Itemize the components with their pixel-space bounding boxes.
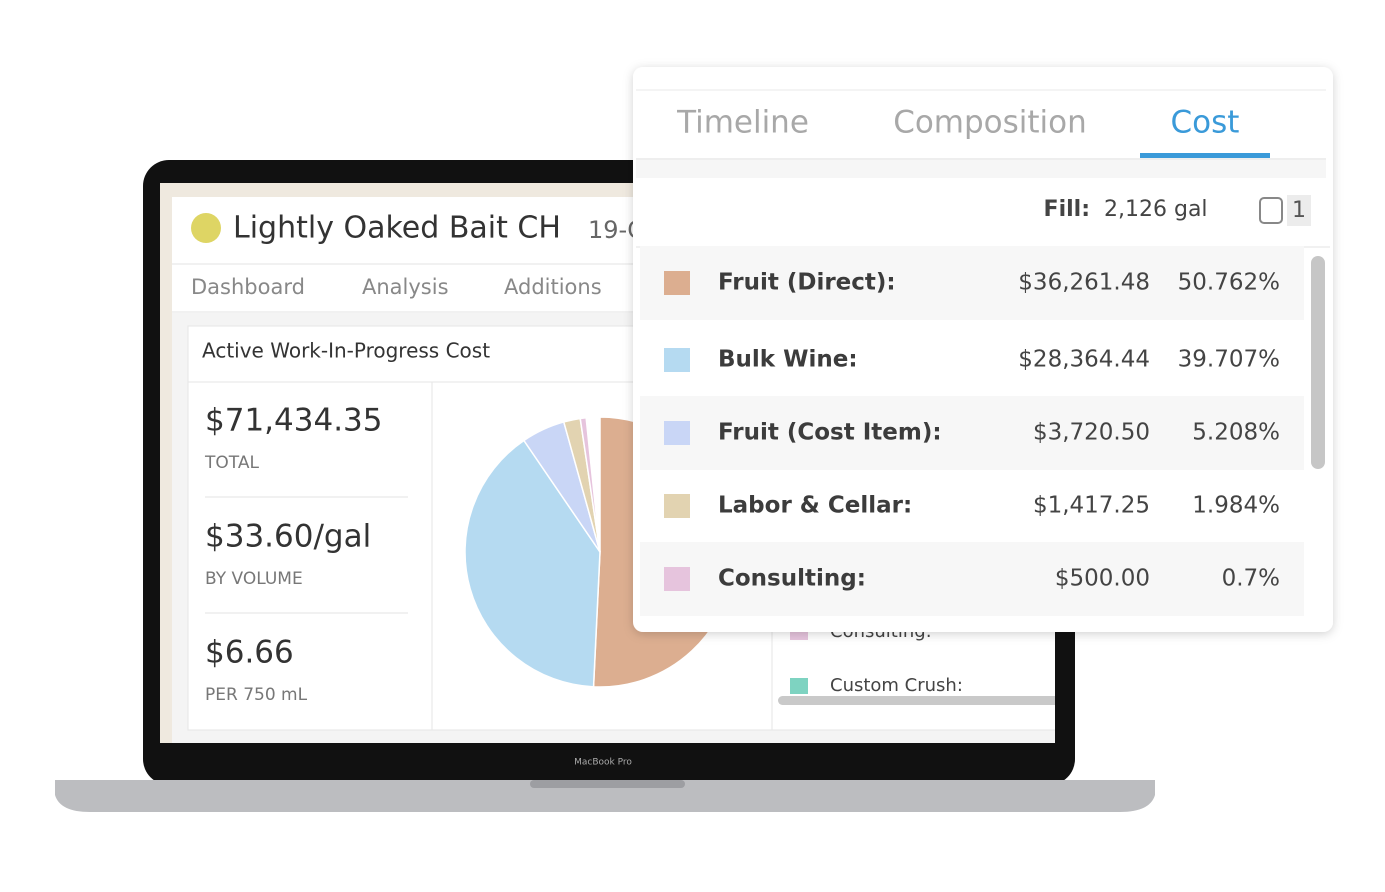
legend-swatch (790, 678, 808, 694)
nav-tab[interactable]: Analysis (362, 275, 449, 299)
row-share: 1.984% (1192, 493, 1280, 519)
popup-bg (633, 67, 1333, 632)
panel-tab[interactable]: Timeline (676, 105, 809, 141)
fill-label: Fill: (1044, 197, 1090, 222)
vessel-icon (1259, 197, 1283, 224)
row-swatch (664, 494, 690, 518)
popup-band (636, 160, 1326, 178)
row-label: Fruit (Cost Item): (718, 420, 942, 446)
vessel-count-bg (1287, 195, 1311, 226)
legend-label: Custom Crush: (830, 675, 963, 696)
cost-popup: Fill: 2,126 gal 1 Timeline Composition Cos… (633, 67, 1333, 632)
lot-title: Lightly Oaked Bait CH (233, 211, 561, 246)
row-label: Bulk Wine: (718, 347, 858, 373)
row-share: 5.208% (1192, 420, 1280, 446)
pie-slice (579, 416, 601, 553)
row-bg (640, 542, 1304, 616)
panel-tab[interactable]: Cost (1171, 105, 1240, 141)
row-bg (640, 396, 1304, 470)
row-amount: $3,720.50 (1033, 420, 1150, 446)
row-amount: $500.00 (1055, 566, 1150, 592)
scrollbar[interactable] (1311, 256, 1325, 469)
stat-value: $71,434.35 (205, 403, 383, 439)
pie-slice (464, 439, 601, 688)
row-swatch (664, 421, 690, 445)
nav-tab[interactable]: Additions (504, 275, 602, 299)
row-amount: $1,417.25 (1033, 493, 1150, 519)
panel-tab[interactable]: Composition (893, 105, 1087, 141)
nav-tab[interactable]: Dashboard (191, 275, 305, 299)
row-label: Labor & Cellar: (718, 493, 912, 519)
row-share: 50.762% (1178, 270, 1280, 296)
laptop-base (55, 780, 1155, 812)
device-label: MacBook Pro (574, 758, 632, 768)
row-amount: $28,364.44 (1018, 347, 1150, 373)
stat-value: $6.66 (205, 635, 294, 671)
stat-label: BY VOLUME (205, 569, 303, 589)
row-share: 39.707% (1178, 347, 1280, 373)
laptop-notch (530, 780, 685, 788)
fill-value: 2,126 gal (1104, 197, 1208, 222)
status-dot (191, 213, 221, 243)
scrollbar[interactable] (778, 696, 1068, 705)
vessel-count: 1 (1292, 198, 1306, 223)
row-label: Consulting: (718, 566, 866, 592)
row-swatch (664, 271, 690, 295)
row-label: Fruit (Direct): (718, 270, 896, 296)
row-swatch (664, 567, 690, 591)
stat-label: TOTAL (204, 453, 259, 473)
active-tab-underline (1140, 153, 1270, 158)
row-swatch (664, 348, 690, 372)
row-amount: $36,261.48 (1018, 270, 1150, 296)
row-share: 0.7% (1222, 566, 1280, 592)
stat-label: PER 750 mL (205, 685, 308, 705)
card-title: Active Work-In-Progress Cost (202, 339, 490, 363)
row-bg (640, 246, 1304, 320)
stat-value: $33.60/gal (205, 519, 371, 555)
